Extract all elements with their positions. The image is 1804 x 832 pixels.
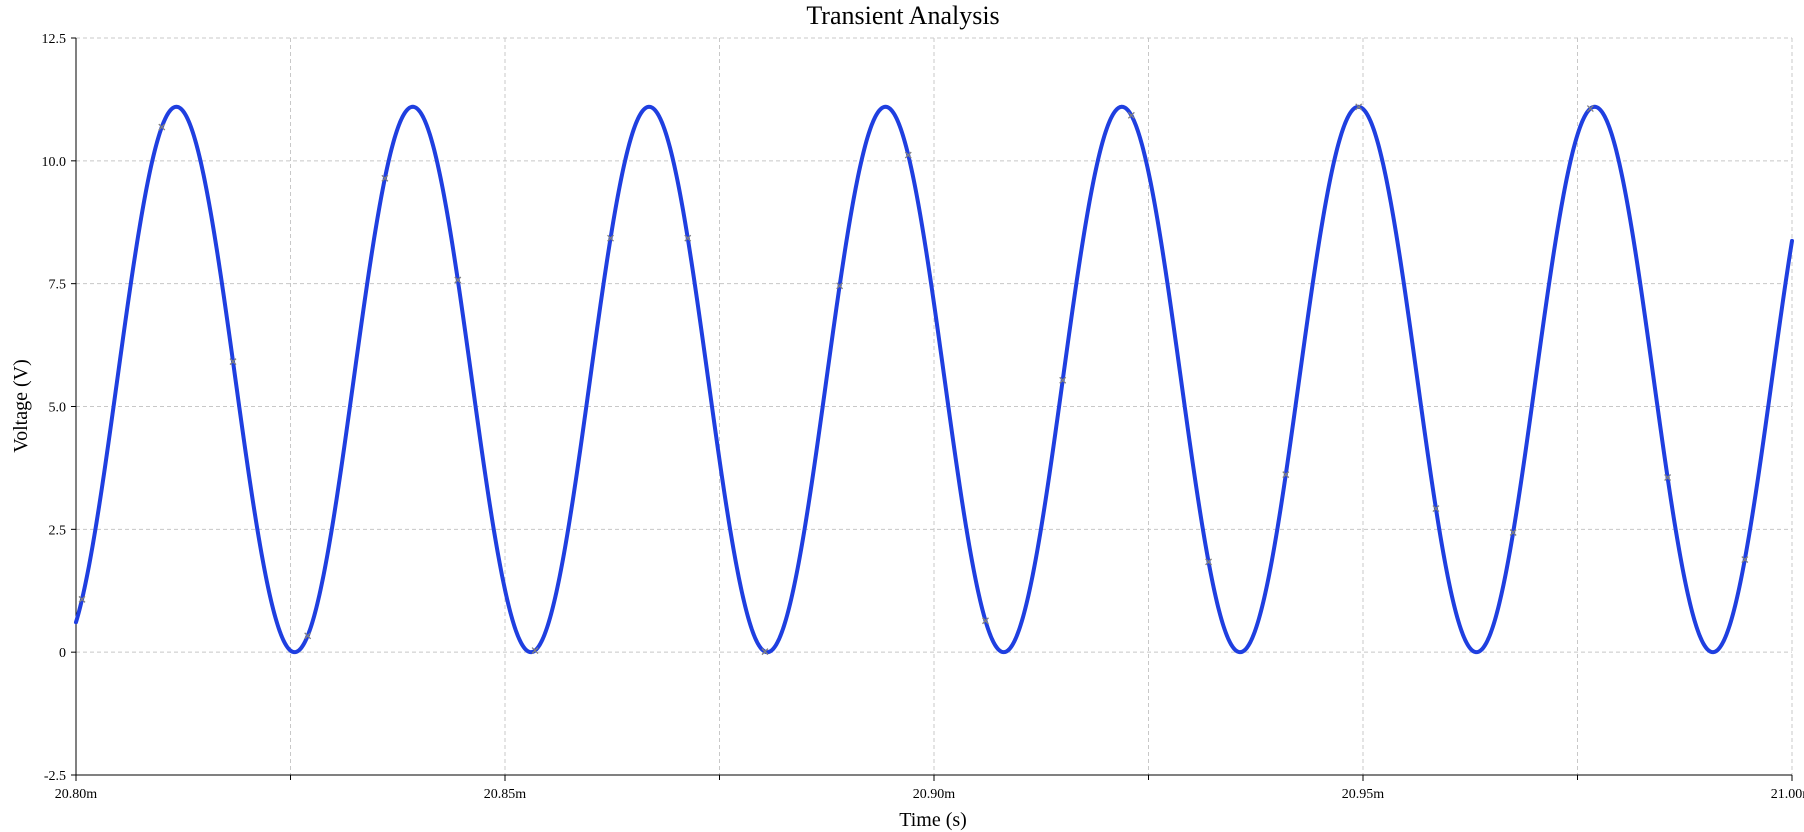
tick-layer: -2.5 0 2.5 5.0 7.5 10.0 12.5 20.80m 20.85m 20.90m… [42,32,1804,802]
x-tick-label: 20.80m [55,787,98,802]
y-tick-label: 7.5 [49,278,67,293]
data-point-marker [454,276,462,284]
data-point-marker [1432,505,1440,513]
x-tick-label: 20.85m [484,787,527,802]
data-point-marker [684,234,692,242]
data-point-marker [904,151,912,159]
data-point-marker [761,648,769,656]
data-point-marker [381,174,389,182]
x-axis-title: Time (s) [899,809,967,831]
data-point-marker [1509,529,1517,536]
data-point-marker [1664,474,1672,481]
grid-layer [76,37,1793,775]
chart-title: Transient Analysis [806,1,999,30]
series-line [74,104,1794,655]
x-tick-label: 20.90m [913,787,956,802]
x-tick-label: 20.95m [1342,787,1385,802]
data-point-marker [78,595,86,603]
data-point-marker [1282,471,1290,479]
data-point-marker [1741,556,1749,564]
data-point-marker [607,234,614,242]
y-tick-label: 5.0 [49,401,67,416]
data-point-marker [1205,558,1213,566]
data-point-marker [158,123,166,131]
y-axis-title: Voltage (V) [10,359,32,453]
data-point-marker [1127,111,1135,119]
data-point-marker [982,617,989,625]
data-point-marker [1059,376,1067,384]
y-tick-label: 2.5 [49,523,67,538]
y-tick-label: 0 [59,646,66,661]
marker-layer [78,103,1749,656]
data-point-marker [1355,103,1363,111]
y-tick-label: -2.5 [44,769,66,784]
data-point-marker [836,282,844,290]
y-tick-label: 12.5 [42,32,67,47]
x-tick-label: 21.00m [1771,787,1804,802]
data-point-marker [304,632,312,640]
data-point-marker [1586,105,1594,113]
y-tick-label: 10.0 [42,155,67,170]
data-point-marker [229,358,237,366]
series-layer [74,104,1794,655]
data-point-marker [531,647,539,655]
